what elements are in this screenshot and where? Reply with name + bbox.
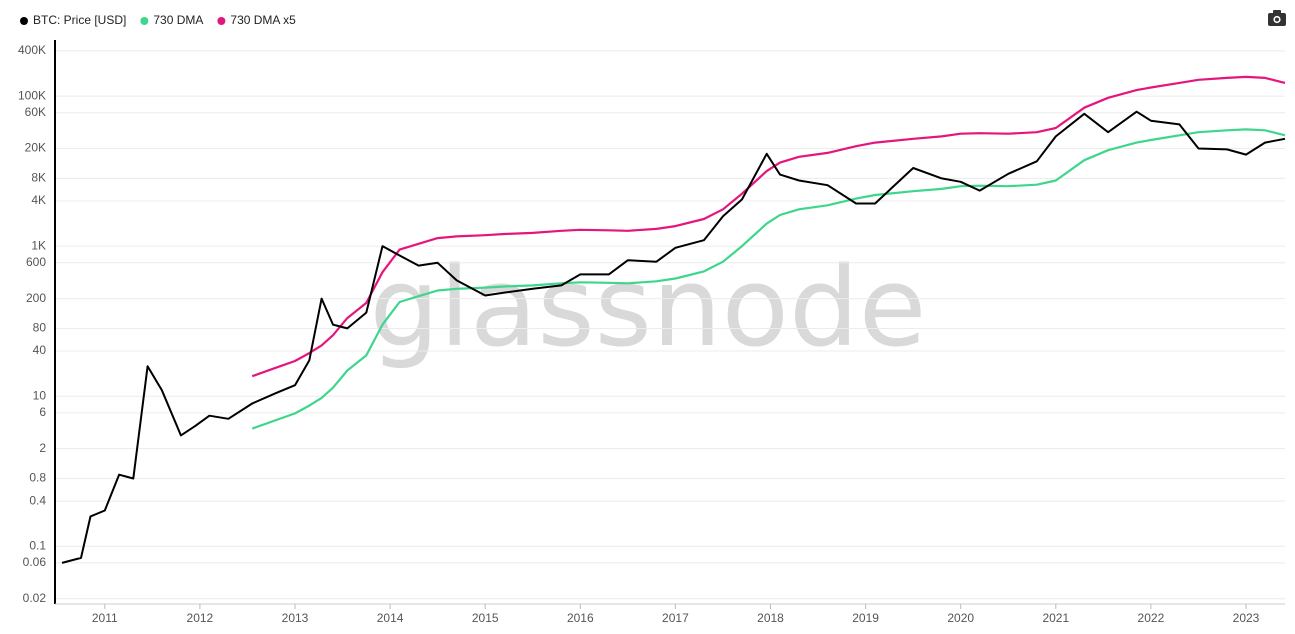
x-tick-label: 2012 bbox=[187, 611, 214, 625]
y-tick-label: 0.4 bbox=[29, 493, 46, 507]
y-tick-label: 4K bbox=[31, 193, 46, 207]
legend-label: 730 DMA x5 bbox=[230, 13, 296, 27]
watermark: glassnode bbox=[370, 243, 927, 371]
y-tick-label: 200 bbox=[26, 291, 46, 305]
y-tick-label: 60K bbox=[25, 105, 46, 119]
y-tick-label: 8K bbox=[31, 171, 46, 185]
y-tick-label: 0.02 bbox=[23, 591, 47, 605]
y-tick-label: 1K bbox=[31, 238, 46, 252]
y-tick-label: 40 bbox=[33, 343, 47, 357]
x-tick-label: 2015 bbox=[472, 611, 499, 625]
y-tick-label: 600 bbox=[26, 255, 46, 269]
series-line bbox=[61, 110, 1286, 564]
series-line bbox=[251, 75, 1286, 378]
y-tick-label: 20K bbox=[25, 141, 46, 155]
legend-marker bbox=[140, 17, 149, 25]
y-tick-label: 400K bbox=[18, 43, 46, 57]
y-tick-label: 100K bbox=[18, 88, 46, 102]
y-tick-label: 0.1 bbox=[29, 538, 46, 552]
x-tick-label: 2017 bbox=[662, 611, 689, 625]
x-tick-label: 2013 bbox=[282, 611, 309, 625]
x-tick-label: 2016 bbox=[567, 611, 594, 625]
legend-marker bbox=[20, 17, 28, 25]
legend-marker bbox=[217, 17, 226, 25]
y-tick-label: 6 bbox=[39, 405, 46, 419]
x-tick-label: 2023 bbox=[1233, 611, 1260, 625]
x-tick-label: 2020 bbox=[947, 611, 974, 625]
y-tick-label: 2 bbox=[39, 441, 46, 455]
legend: BTC: Price [USD] 730 DMA 730 DMA x5 bbox=[20, 13, 296, 27]
y-tick-label: 80 bbox=[33, 321, 47, 335]
y-tick-label: 0.8 bbox=[29, 471, 46, 485]
legend-label: 730 DMA bbox=[153, 13, 203, 27]
x-tick-label: 2021 bbox=[1042, 611, 1069, 625]
series-line bbox=[251, 128, 1286, 430]
x-tick-label: 2019 bbox=[852, 611, 879, 625]
camera-icon[interactable] bbox=[1268, 10, 1286, 26]
x-tick-label: 2014 bbox=[377, 611, 404, 625]
y-tick-label: 0.06 bbox=[23, 555, 47, 569]
legend-label: BTC: Price [USD] bbox=[33, 13, 126, 27]
x-tick-label: 2011 bbox=[92, 611, 118, 625]
x-tick-label: 2022 bbox=[1138, 611, 1165, 625]
y-tick-label: 10 bbox=[33, 388, 47, 402]
x-tick-label: 2018 bbox=[757, 611, 784, 625]
